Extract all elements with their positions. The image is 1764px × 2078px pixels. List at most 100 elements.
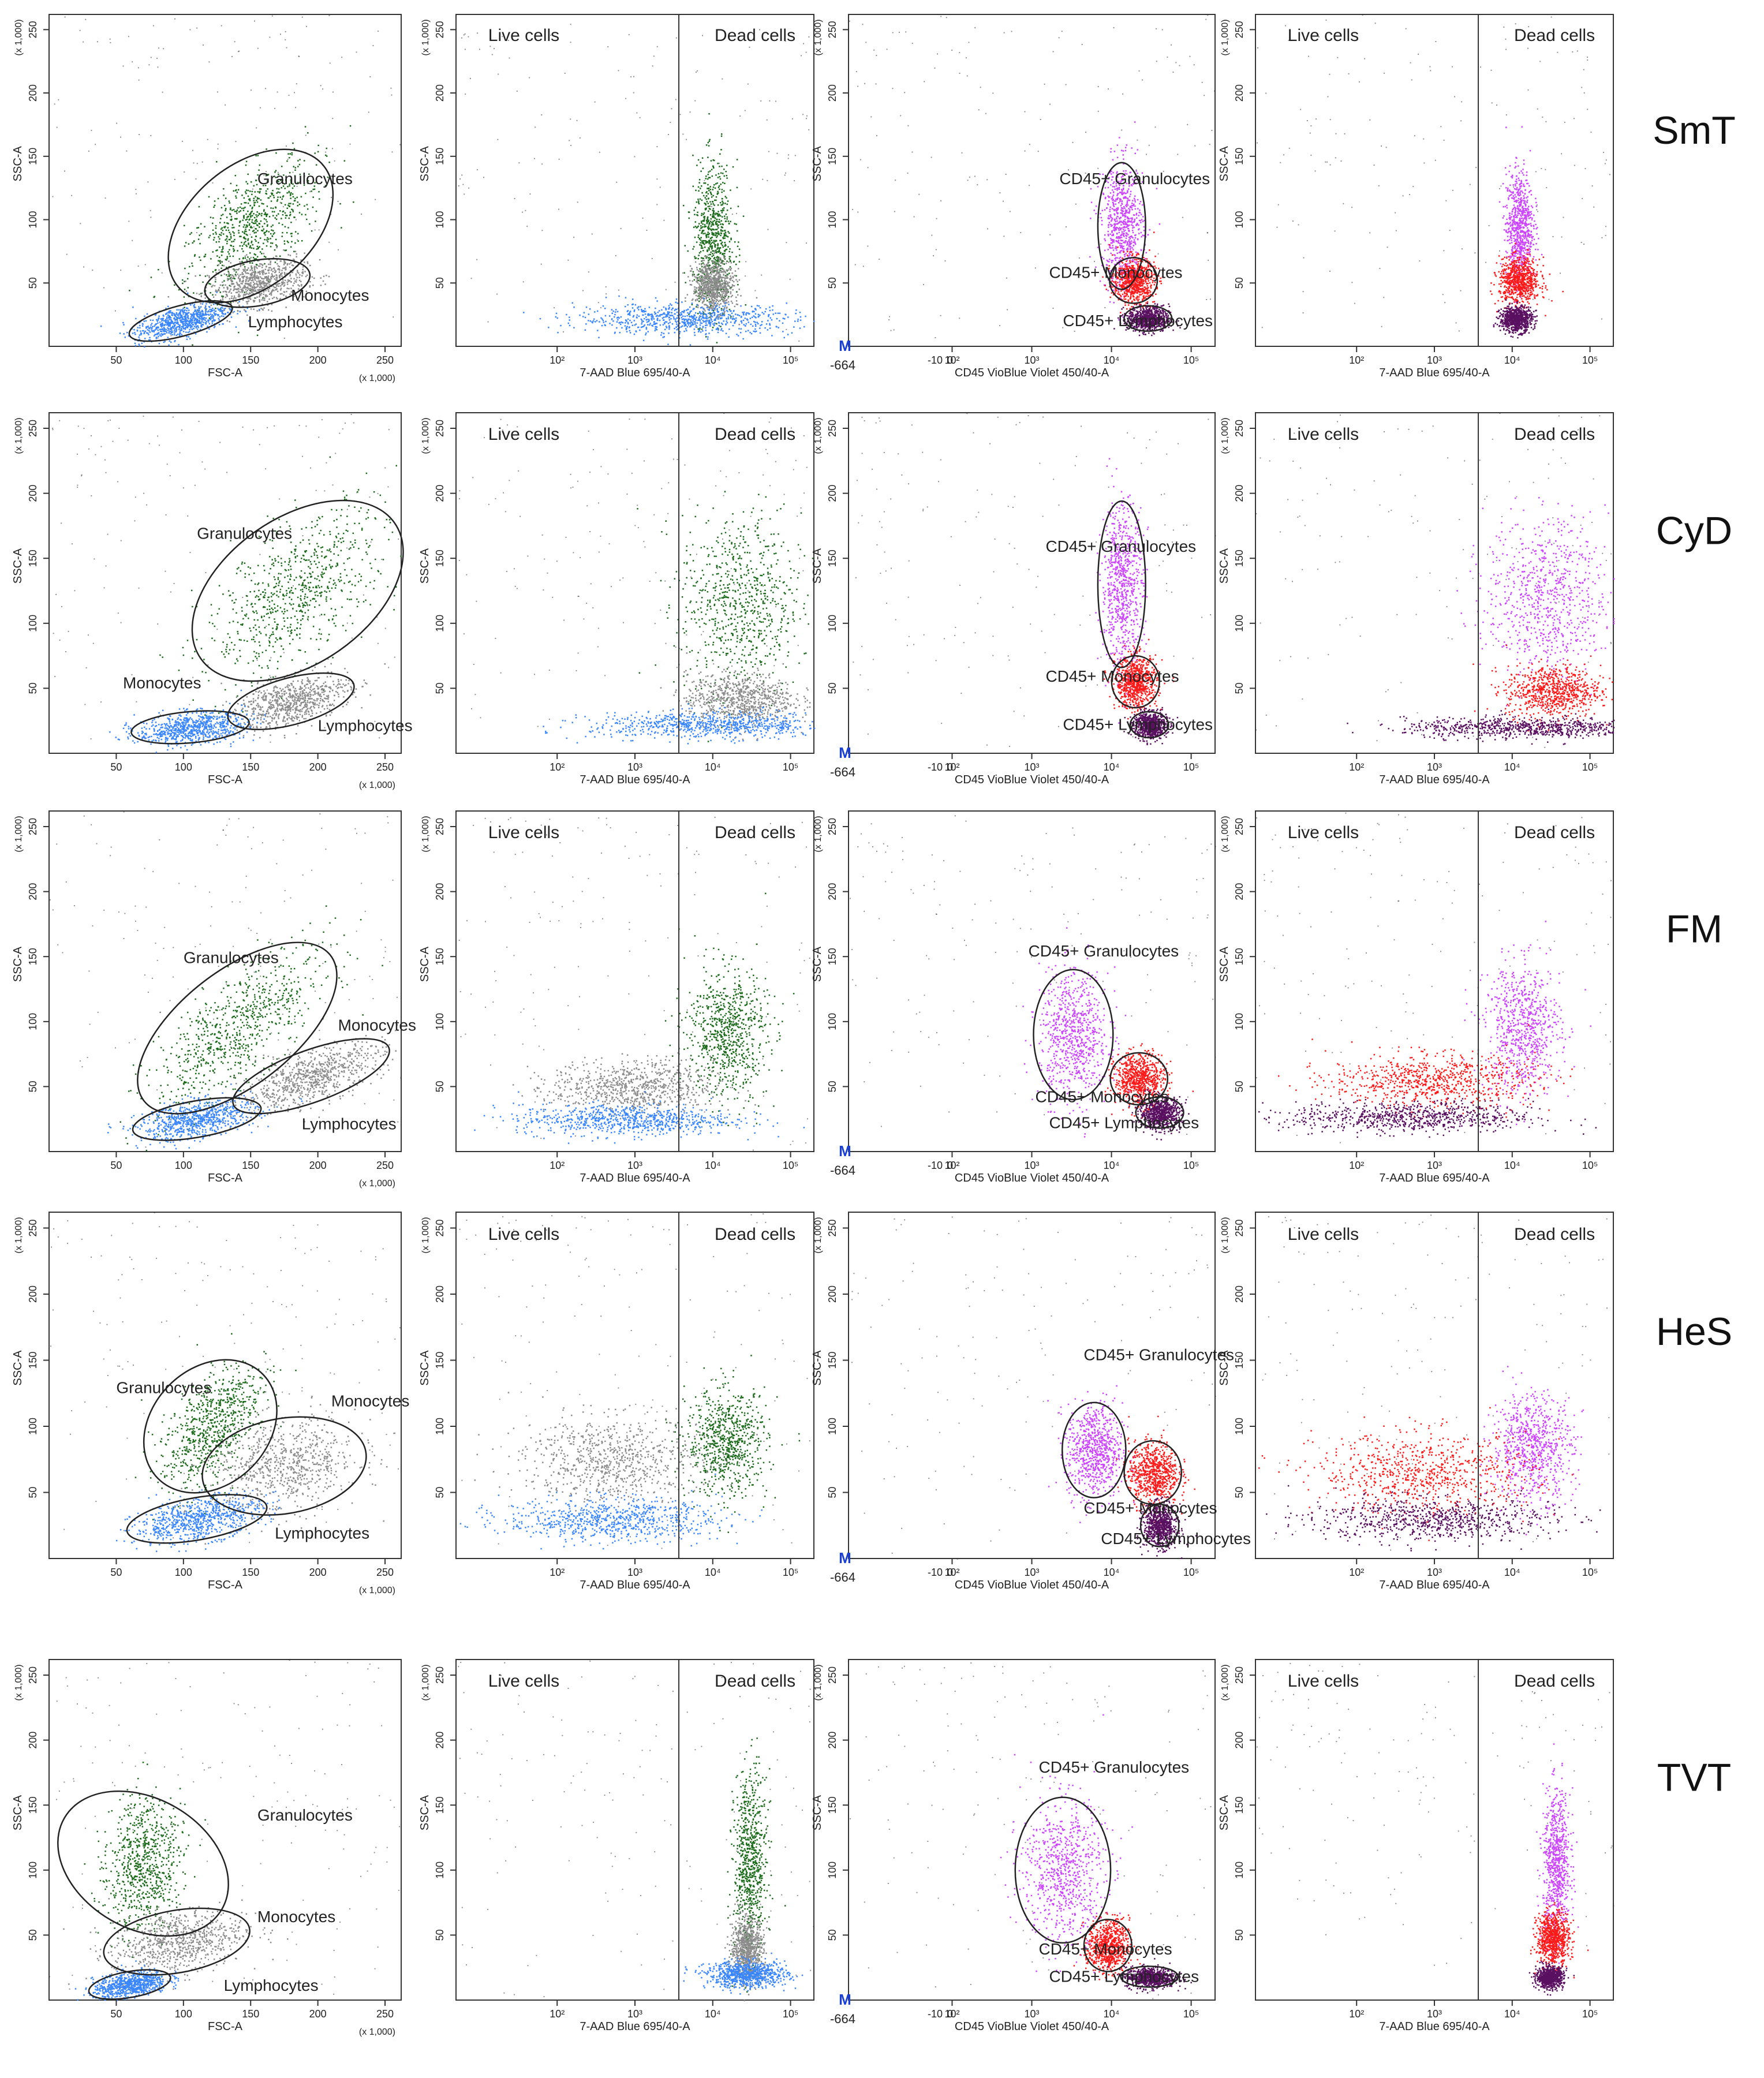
data-point [231, 241, 233, 242]
data-point [165, 331, 167, 332]
data-point [267, 282, 269, 284]
data-point [258, 198, 260, 200]
data-point [187, 278, 189, 280]
data-point [163, 328, 165, 330]
data-point [294, 198, 296, 200]
data-point [188, 336, 189, 338]
data-point [173, 322, 174, 324]
data-point [153, 297, 155, 298]
data-point [221, 296, 223, 297]
data-point [290, 246, 292, 248]
data-point [301, 196, 302, 198]
data-point [323, 281, 324, 282]
data-point [230, 289, 231, 290]
data-point [144, 338, 146, 339]
data-point [191, 323, 193, 324]
data-point [261, 270, 263, 272]
data-point [233, 286, 235, 288]
data-point [176, 313, 178, 315]
data-point [179, 324, 181, 326]
data-point [268, 282, 270, 283]
debris-point [338, 201, 339, 202]
y-axis-label: SSC-A [12, 146, 24, 182]
data-point [170, 310, 171, 312]
data-point [236, 218, 238, 220]
data-point [276, 276, 278, 278]
debris-point [529, 193, 530, 195]
debris-point [514, 198, 515, 199]
debris-point [332, 118, 333, 119]
debris-point [477, 32, 478, 33]
data-point [293, 196, 294, 198]
data-point [245, 272, 247, 274]
data-point [220, 263, 222, 264]
gate-label: Lymphocytes [248, 313, 343, 331]
data-point [186, 339, 188, 341]
debris-point [289, 267, 290, 268]
data-point [220, 285, 222, 286]
data-point [286, 249, 287, 251]
data-point [231, 296, 233, 297]
data-point [249, 225, 251, 226]
data-point [248, 242, 249, 244]
data-point [269, 293, 271, 295]
data-point [242, 276, 244, 278]
data-point [263, 278, 265, 280]
debris-point [196, 28, 197, 29]
data-point [702, 233, 704, 235]
data-point [328, 162, 330, 163]
data-point [233, 248, 234, 250]
debris-point [285, 39, 286, 40]
debris-point [675, 99, 677, 100]
data-point [198, 312, 200, 313]
data-point [227, 276, 229, 278]
debris-point [785, 173, 786, 174]
data-point [266, 219, 267, 221]
data-point [223, 265, 225, 267]
data-point [291, 236, 293, 237]
data-point [279, 283, 281, 285]
data-point [722, 216, 723, 218]
debris-point [163, 48, 164, 49]
data-point [230, 207, 231, 209]
data-point [291, 264, 293, 266]
data-point [241, 261, 243, 263]
data-point [249, 223, 251, 225]
data-point [279, 256, 281, 257]
debris-point [736, 213, 737, 214]
debris-point [522, 212, 523, 213]
data-point [266, 266, 267, 268]
debris-point [580, 137, 581, 139]
debris-point [145, 264, 146, 265]
data-point [192, 322, 194, 323]
data-point [267, 197, 269, 199]
data-point [261, 213, 263, 215]
data-point [212, 294, 214, 296]
data-point [245, 279, 247, 281]
data-point [257, 230, 259, 231]
debris-point [750, 188, 752, 189]
data-point [156, 319, 158, 321]
data-point [262, 309, 264, 311]
data-point [251, 242, 252, 244]
data-point [129, 290, 130, 291]
data-point [698, 182, 700, 184]
data-point [230, 219, 231, 221]
data-point [272, 298, 274, 300]
data-point [218, 318, 219, 320]
data-point [282, 268, 284, 270]
plot-smt-2: Live cells Dead cells10² 10³ 10⁴ 10⁵50100150… [418, 14, 815, 379]
data-point [284, 240, 286, 242]
data-point [177, 334, 179, 335]
data-point [272, 230, 274, 231]
data-point [229, 290, 231, 292]
data-point [231, 216, 233, 218]
debris-point [296, 275, 297, 276]
debris-point [174, 18, 175, 20]
data-point [254, 283, 256, 285]
data-point [195, 310, 197, 312]
data-point [281, 270, 283, 271]
data-point [261, 287, 263, 289]
data-point [150, 324, 152, 326]
data-point [267, 205, 268, 207]
